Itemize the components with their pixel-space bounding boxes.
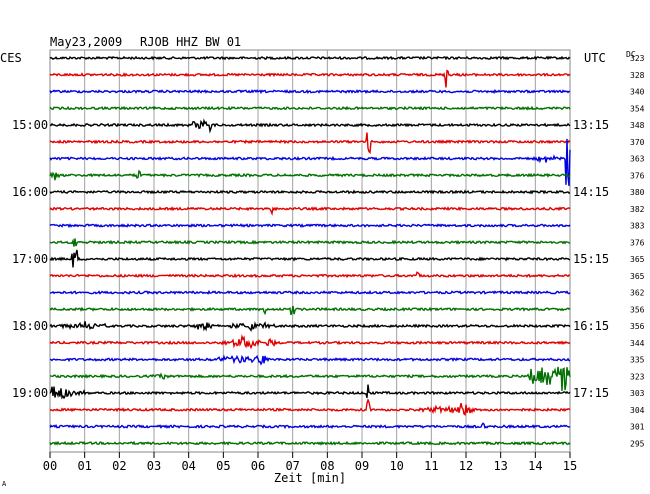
grid-lines: [84, 50, 536, 452]
left-time-label: 19:00: [12, 386, 48, 400]
left-time-label: 16:00: [12, 185, 48, 199]
x-tick-label: 05: [216, 459, 230, 473]
dc-value: 376: [630, 238, 645, 247]
dc-value: 363: [630, 155, 645, 164]
trace-line: [49, 333, 571, 350]
x-tick-label: 06: [251, 459, 265, 473]
trace-line: [49, 320, 571, 333]
dc-value: 354: [630, 104, 645, 113]
dc-value: 303: [630, 389, 645, 398]
trace-line: [49, 138, 571, 186]
left-timezone-label: CES: [0, 51, 22, 65]
dc-value: 348: [630, 121, 645, 130]
trace-line: [49, 223, 571, 229]
dc-value: 356: [630, 305, 645, 314]
x-tick-label: 02: [112, 459, 126, 473]
dc-value-labels: 323 328 340 354 348 370 363 376 380 382 383 376 365 3…: [630, 54, 645, 448]
x-tick-label: 14: [528, 459, 542, 473]
trace-line: [49, 132, 571, 154]
dc-value: 356: [630, 322, 645, 331]
left-time-labels: 15:00 16:00 17:00 18:00 19:00: [12, 118, 48, 400]
left-time-label: 15:00: [12, 118, 48, 132]
trace-line: [49, 238, 571, 247]
left-time-label: 18:00: [12, 319, 48, 333]
dc-value: 376: [630, 171, 645, 180]
right-time-label: 17:15: [573, 386, 609, 400]
dc-value: 370: [630, 138, 645, 147]
trace-line: [49, 398, 571, 416]
x-axis-ticks: 00 01 02 03 04 05 06 07 08 09 10 11 12 13 14 15: [43, 452, 577, 473]
dc-value: 335: [630, 356, 645, 365]
dc-value: 382: [630, 205, 645, 214]
x-tick-label: 09: [355, 459, 369, 473]
station-label: RJOB HHZ BW 01: [140, 35, 241, 49]
dc-value: 365: [630, 272, 645, 281]
dc-value: 328: [630, 71, 645, 80]
trace-line: [49, 249, 571, 268]
dc-value: 323: [630, 54, 645, 63]
trace-line: [49, 169, 571, 181]
trace-line: [50, 354, 570, 366]
plot-frame: [49, 49, 571, 453]
x-tick-label: 15: [563, 459, 577, 473]
dc-value: 323: [630, 372, 645, 381]
trace-group: [49, 55, 571, 446]
trace-line: [49, 88, 571, 95]
dc-value: 340: [630, 88, 645, 97]
right-time-label: 16:15: [573, 319, 609, 333]
right-time-label: 15:15: [573, 252, 609, 266]
x-tick-label: 01: [77, 459, 91, 473]
trace-line: [49, 384, 571, 400]
dc-value: 295: [630, 439, 645, 448]
trace-line: [49, 69, 571, 88]
trace-line: [49, 422, 571, 430]
x-tick-label: 13: [493, 459, 507, 473]
x-tick-label: 11: [424, 459, 438, 473]
trace-line: [49, 55, 571, 61]
dc-value: 301: [630, 423, 645, 432]
trace-line: [49, 366, 571, 392]
x-axis-label: Zeit [min]: [274, 471, 346, 485]
right-time-label: 14:15: [573, 185, 609, 199]
trace-line: [49, 289, 571, 295]
x-tick-label: 00: [43, 459, 57, 473]
trace-line: [49, 105, 571, 111]
right-timezone-label: UTC: [584, 51, 606, 65]
trace-line: [49, 440, 571, 446]
trace-line: [49, 206, 571, 216]
x-tick-label: 10: [389, 459, 403, 473]
dc-value: 383: [630, 222, 645, 231]
x-tick-label: 08: [320, 459, 334, 473]
footer-mark: A: [2, 480, 7, 488]
trace-line: [49, 305, 571, 316]
trace-line: [49, 189, 571, 195]
x-tick-label: 07: [285, 459, 299, 473]
left-time-label: 17:00: [12, 252, 48, 266]
right-time-labels: 13:15 14:15 15:15 16:15 17:15: [573, 118, 609, 400]
dc-value: 365: [630, 255, 645, 264]
dc-value: 344: [630, 339, 645, 348]
dc-value: 380: [630, 188, 645, 197]
x-tick-label: 12: [459, 459, 473, 473]
x-tick-label: 04: [181, 459, 195, 473]
right-time-label: 13:15: [573, 118, 609, 132]
trace-line: [49, 271, 571, 279]
dc-value: 304: [630, 406, 645, 415]
x-tick-label: 03: [147, 459, 161, 473]
dc-value: 362: [630, 289, 645, 298]
date-label: May23,2009: [50, 35, 122, 49]
trace-line: [49, 118, 571, 134]
dc-label: DC: [626, 50, 636, 59]
